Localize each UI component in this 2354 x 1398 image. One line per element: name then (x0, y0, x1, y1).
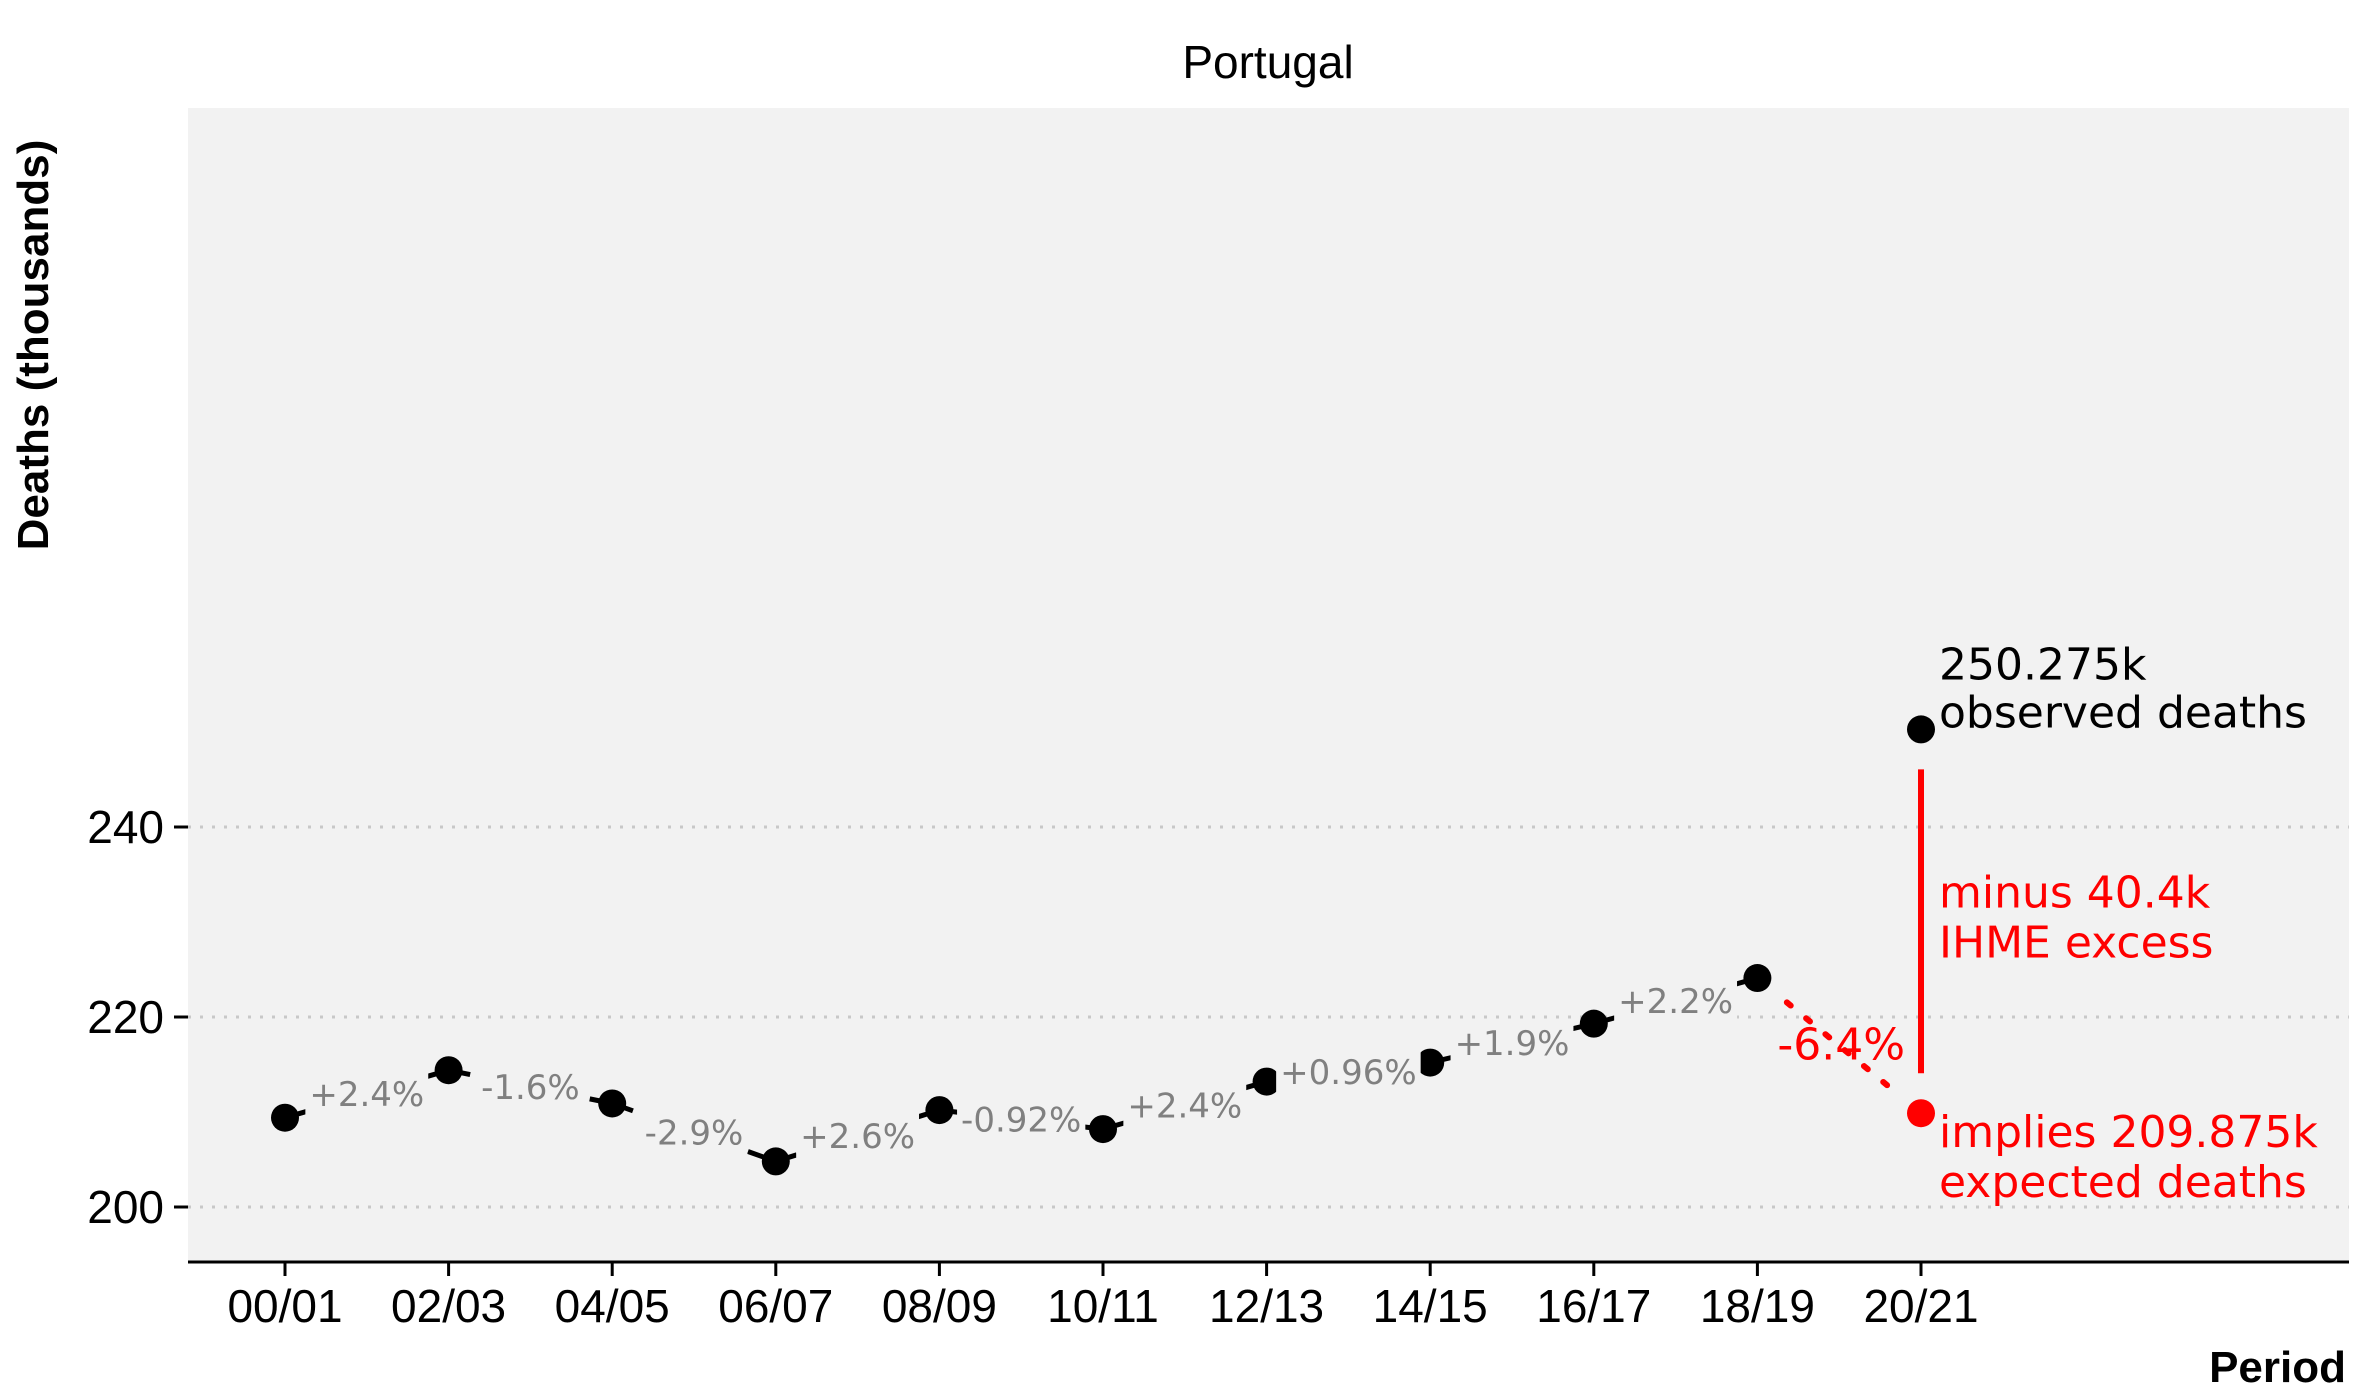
change-label: +2.6% (800, 1117, 915, 1157)
change-label-bg (640, 1108, 748, 1155)
y-tick-label: 240 (87, 801, 164, 853)
x-tick-label: 12/13 (1209, 1280, 1324, 1332)
observed-label-line1: 250.275k (1939, 639, 2147, 690)
chart-title: Portugal (1182, 36, 1353, 88)
observed-point (1907, 715, 1935, 744)
expected-point (1907, 1099, 1935, 1128)
y-tick-label: 200 (87, 1181, 164, 1233)
data-point (1252, 1067, 1281, 1096)
x-tick-label: 02/03 (391, 1280, 506, 1332)
change-label: -1.6% (481, 1068, 580, 1108)
data-point (1089, 1115, 1117, 1144)
expected-change-line (1783, 999, 1895, 1092)
change-label: +1.9% (1455, 1024, 1570, 1064)
excess-label-line2: IHME excess (1939, 917, 2213, 968)
change-label-bg (1450, 1019, 1574, 1066)
gridlines (188, 825, 2349, 1209)
change-label: +2.2% (1618, 982, 1733, 1022)
x-tick-label: 06/07 (718, 1280, 833, 1332)
x-tick-label: 10/11 (1047, 1280, 1159, 1332)
x-axis-ticks: 00/01 02/03 04/05 06/07 08/09 10/11 12/13 14/15… (227, 1262, 1979, 1332)
change-label: +0.96% (1280, 1053, 1417, 1093)
change-label: +2.4% (309, 1075, 424, 1115)
change-label: +2.4% (1127, 1086, 1242, 1126)
change-label-bg (957, 1095, 1086, 1142)
expected-label-line1: implies 209.875k (1939, 1107, 2318, 1158)
data-point (434, 1056, 463, 1085)
x-tick-label: 16/17 (1536, 1280, 1651, 1332)
change-label-bg (477, 1062, 584, 1109)
y-axis-title: Deaths (thousands) (9, 140, 58, 551)
change-label-bg (796, 1111, 920, 1158)
expected-label-line2: expected deaths (1939, 1157, 2307, 1208)
x-tick-label: 00/01 (227, 1280, 342, 1332)
data-point (761, 1147, 790, 1176)
change-label-bg (1276, 1048, 1421, 1095)
y-axis-ticks: 200 220 240 (87, 801, 188, 1233)
data-point (1743, 964, 1772, 993)
data-point (598, 1089, 627, 1118)
change-label-bg (1614, 976, 1738, 1023)
data-point (271, 1103, 299, 1132)
x-tick-label: 20/21 (1863, 1280, 1978, 1332)
x-axis-title: Period (2209, 1343, 2346, 1392)
x-tick-label: 18/19 (1700, 1280, 1815, 1332)
change-label: -0.92% (961, 1101, 1081, 1141)
change-label: -2.9% (645, 1113, 744, 1153)
data-point (925, 1096, 954, 1125)
change-label-bg (1123, 1081, 1247, 1128)
expected-change-label: -6.4% (1777, 1020, 1905, 1071)
excess-label-line1: minus 40.4k (1939, 867, 2211, 918)
y-tick-label: 220 (87, 991, 164, 1043)
change-labels: +2.4% -1.6% -2.9% +2.6% -0.92% +2.4% +0.96% +1.… (305, 976, 1738, 1158)
observed-label-line2: observed deaths (1939, 687, 2307, 738)
data-point (1579, 1009, 1608, 1038)
x-tick-label: 14/15 (1373, 1280, 1488, 1332)
x-tick-label: 08/09 (882, 1280, 997, 1332)
x-tick-label: 04/05 (555, 1280, 670, 1332)
data-points (271, 715, 1935, 1176)
change-label-bg (305, 1069, 429, 1116)
data-point (1416, 1048, 1445, 1077)
